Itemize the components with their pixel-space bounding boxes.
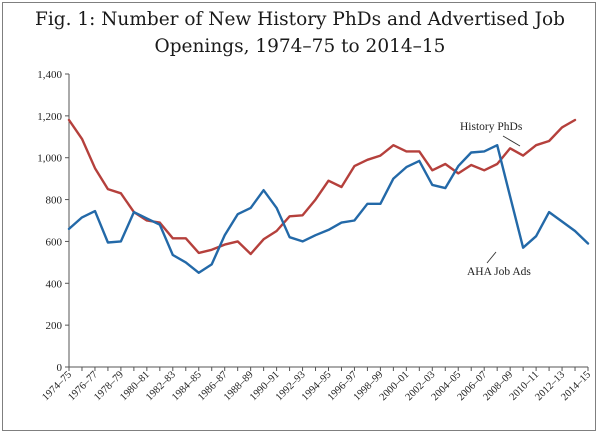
chart-title-line2: Openings, 1974–75 to 2014–15 (154, 36, 446, 57)
series-line-aha-job-ads (67, 143, 590, 274)
chart-title-line1: Fig. 1: Number of New History PhDs and A… (34, 9, 565, 30)
y-tick-label: 0 (57, 362, 63, 374)
chart-title: Fig. 1: Number of New History PhDs and A… (0, 6, 600, 60)
series-line-history-phds (67, 118, 577, 256)
y-tick-label: 1,000 (37, 153, 62, 165)
y-tick-label: 1,200 (37, 111, 62, 123)
y-tick-label: 400 (46, 278, 63, 290)
y-tick-label: 1,400 (37, 69, 62, 81)
annotation-aha-job-ads-pointer (486, 251, 497, 264)
annotation-history-phds: History PhDs (460, 121, 523, 133)
annotation-history-phds-pointer (502, 135, 521, 147)
y-tick-label: 200 (46, 320, 63, 332)
y-tick-label: 600 (46, 236, 63, 248)
y-tick-label: 800 (46, 195, 63, 207)
annotation-aha-job-ads: AHA Job Ads (467, 266, 531, 278)
